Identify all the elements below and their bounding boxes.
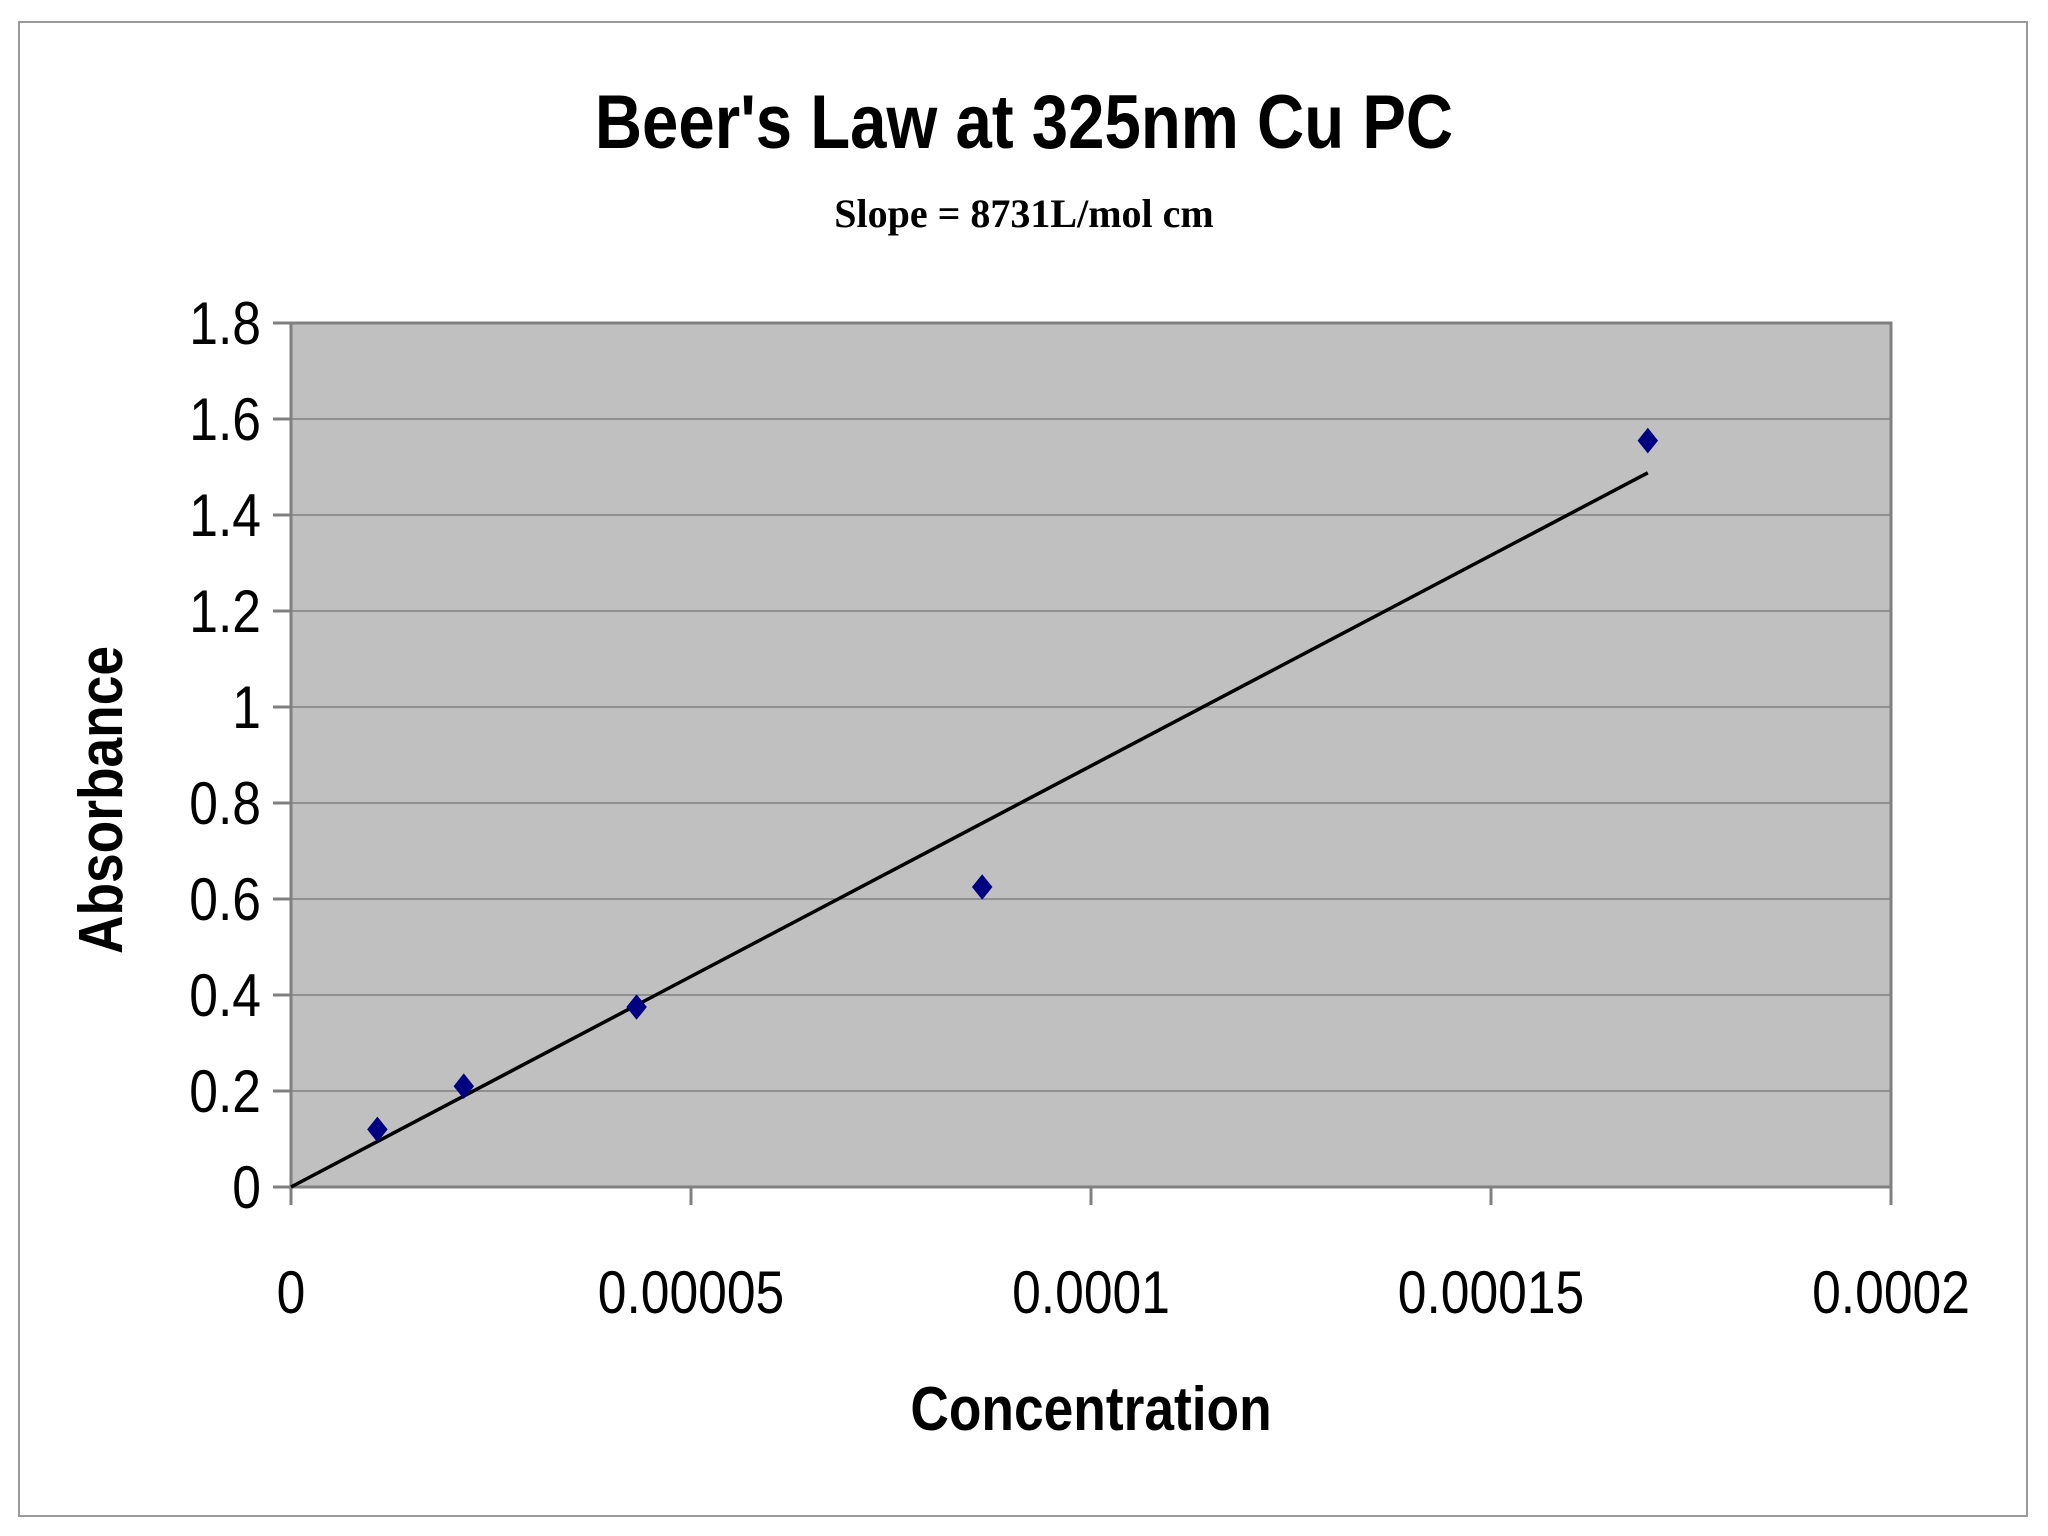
- x-tick-labels: 0 0.00005 0.0001 0.00015 0.0002: [277, 1258, 1970, 1326]
- data-point-diamond: [626, 994, 647, 1020]
- y-tick-label: 1.6: [189, 385, 261, 453]
- y-tick-labels: 0 0.2 0.4 0.6 0.8 1 1.2 1.4 1.6 1.8: [189, 289, 261, 1221]
- x-axis-title: Concentration: [910, 1375, 1271, 1444]
- chart-subtitle: Slope = 8731L/mol cm: [834, 191, 1214, 236]
- chart-title: Beer's Law at 325nm Cu PC: [594, 80, 1454, 165]
- y-tick-label: 0: [232, 1153, 261, 1221]
- y-tick-label: 1.2: [189, 577, 261, 645]
- trendline-layer: [290, 471, 1649, 1189]
- y-tick-label: 1.8: [189, 289, 261, 357]
- plot-area: [289, 321, 1893, 1189]
- x-tick-label: 0.0001: [1012, 1258, 1170, 1326]
- x-tick-label: 0.0002: [1812, 1258, 1970, 1326]
- data-point-diamond: [1637, 427, 1659, 454]
- x-tick-label: 0: [277, 1258, 306, 1326]
- data-point-diamond: [453, 1073, 475, 1100]
- y-tick-label: 0.6: [189, 865, 261, 933]
- y-tick-label: 0.2: [189, 1057, 261, 1125]
- data-point-diamond: [971, 874, 993, 900]
- y-tick-label: 1.4: [189, 481, 261, 549]
- y-tick-label: 0.8: [189, 769, 261, 837]
- x-tick-label: 0.00015: [1398, 1258, 1584, 1326]
- gridlines: [291, 322, 1891, 1092]
- axes: [273, 321, 1893, 1205]
- x-tick-label: 0.00005: [598, 1258, 784, 1326]
- y-tick-label: 0.4: [189, 961, 261, 1029]
- y-axis-title: Absorbance: [67, 646, 136, 954]
- trendline: [290, 471, 1649, 1189]
- data-points: [367, 427, 1659, 1143]
- data-point-diamond: [367, 1116, 388, 1143]
- y-tick-label: 1: [232, 673, 261, 741]
